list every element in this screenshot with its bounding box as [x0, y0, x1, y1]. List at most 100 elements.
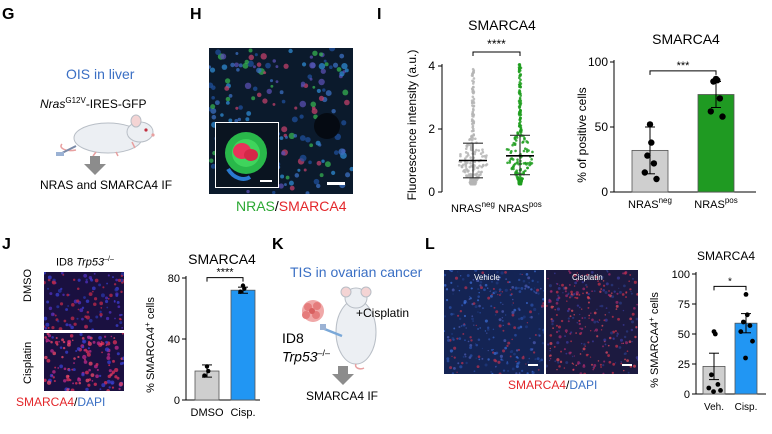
cell-nucleus [312, 85, 316, 89]
cell-nucleus [475, 357, 477, 359]
cell-nucleus [528, 281, 531, 284]
cell-nucleus [113, 337, 116, 339]
data-point [468, 165, 472, 169]
significance-bracket [472, 51, 521, 56]
cell-nucleus [262, 98, 268, 104]
cell-nucleus [515, 372, 518, 374]
data-point [469, 156, 473, 159]
cell-nucleus [85, 278, 88, 281]
cell-nucleus [68, 368, 71, 372]
cell-nucleus [577, 362, 580, 365]
cell-nucleus [453, 356, 456, 359]
cell-nucleus [567, 317, 571, 320]
cell-nucleus [60, 272, 64, 275]
cell-nucleus [65, 323, 69, 327]
j-row-cisplatin: Cisplatin [22, 341, 34, 384]
cell-nucleus [596, 308, 598, 311]
cell-nucleus [501, 291, 504, 293]
cell-nucleus [85, 299, 90, 303]
cell-nucleus [553, 272, 556, 275]
cell-nucleus [530, 315, 533, 319]
data-point [472, 85, 475, 89]
cell-nucleus [450, 312, 454, 316]
cell-nucleus [63, 319, 67, 323]
cell-nucleus [61, 338, 64, 342]
cell-nucleus [491, 293, 493, 296]
cell-nucleus [580, 342, 583, 345]
cell-nucleus [616, 292, 619, 295]
cell-nucleus [77, 355, 80, 359]
cell-nucleus [599, 363, 602, 366]
cell-nucleus [608, 336, 612, 340]
data-point [513, 142, 517, 145]
cell-nucleus [589, 329, 592, 332]
significance-bracket [713, 285, 747, 291]
cell-nucleus [520, 316, 524, 321]
cell-nucleus [490, 348, 494, 352]
cell-nucleus [572, 316, 575, 320]
cell-nucleus [583, 343, 586, 346]
cell-nucleus [549, 334, 553, 337]
cell-nucleus [65, 374, 70, 379]
data-point [471, 119, 474, 122]
panel-label-i: I [377, 6, 382, 23]
data-point [465, 155, 469, 158]
cell-nucleus [526, 372, 529, 374]
data-point [468, 143, 472, 147]
k-treatment: +Cisplatin [356, 306, 410, 320]
data-point [525, 148, 529, 151]
cell-nucleus [493, 358, 497, 362]
cell-nucleus [260, 53, 267, 60]
cell-nucleus [499, 276, 501, 279]
cell-nucleus [517, 363, 519, 366]
cell-nucleus [475, 324, 477, 327]
cell-nucleus [322, 88, 326, 92]
cell-nucleus [457, 314, 460, 317]
data-point [515, 169, 519, 172]
cell-nucleus [564, 329, 568, 333]
cell-nucleus [520, 369, 524, 373]
cell-nucleus [537, 313, 540, 315]
cell-nucleus [599, 305, 601, 307]
cell-nucleus [572, 363, 575, 365]
cell-nucleus [265, 62, 271, 69]
data-point [470, 101, 474, 105]
y-axis-label: % of positive cells [575, 87, 589, 182]
cell-nucleus [293, 133, 298, 138]
cell-nucleus [333, 150, 339, 155]
cell-nucleus [538, 360, 541, 363]
cell-nucleus [84, 315, 88, 319]
cell-nucleus [272, 59, 276, 63]
cell-nucleus [490, 305, 493, 308]
cell-nucleus [210, 107, 217, 114]
cell-nucleus [121, 333, 124, 335]
cell-nucleus [506, 362, 509, 365]
y-tick-label: 100 [588, 55, 608, 69]
cell-nucleus [316, 183, 321, 189]
cell-nucleus [275, 65, 279, 68]
cell-nucleus [57, 367, 60, 369]
cell-nucleus [557, 286, 561, 290]
cell-nucleus [578, 319, 581, 322]
cell-nucleus [547, 277, 549, 280]
cell-nucleus [588, 317, 590, 319]
cell-nucleus [478, 291, 480, 294]
x-tick-label: Cisp. [230, 407, 255, 419]
cell-nucleus [582, 287, 586, 291]
cell-nucleus [289, 185, 295, 191]
cell-nucleus [540, 358, 544, 362]
cell-nucleus [242, 62, 249, 69]
data-point [459, 152, 462, 156]
cell-nucleus [518, 278, 521, 282]
data-point [472, 115, 475, 118]
data-point [470, 135, 474, 138]
cell-nucleus [459, 365, 463, 369]
cell-nucleus [552, 305, 554, 308]
cell-nucleus [447, 338, 451, 342]
cell-nucleus [86, 310, 90, 314]
cell-nucleus [122, 356, 124, 361]
cell-nucleus [98, 283, 102, 287]
cell-nucleus [46, 300, 50, 304]
cell-nucleus [99, 388, 102, 391]
cell-nucleus [266, 88, 272, 95]
